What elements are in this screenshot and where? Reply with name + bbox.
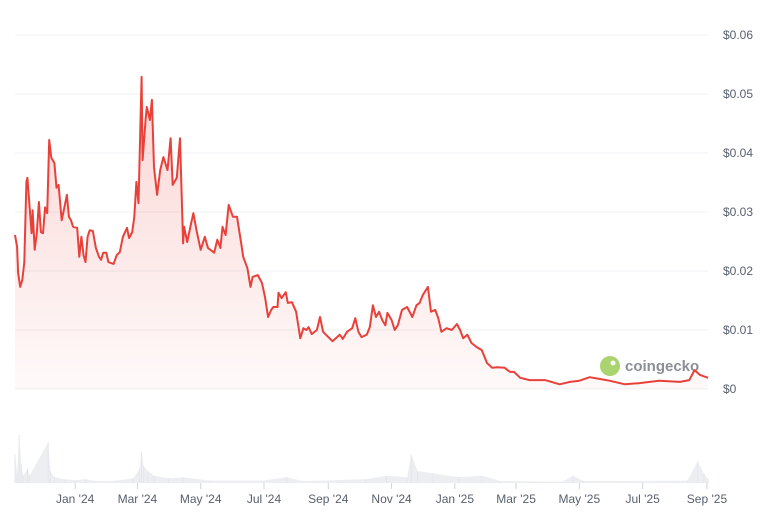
coingecko-logo-icon bbox=[600, 356, 620, 376]
x-tick-label: Jan '25 bbox=[436, 492, 475, 506]
x-tick-label: May '24 bbox=[180, 492, 222, 506]
x-axis: Jan '24 Mar '24 May '24 Jul '24 Sep '24 Nov '… bbox=[56, 483, 727, 506]
y-tick-label: $0.06 bbox=[723, 28, 753, 42]
y-tick-label: $0.03 bbox=[723, 205, 753, 219]
price-area-fill bbox=[15, 76, 708, 390]
volume-area bbox=[15, 435, 708, 483]
x-tick-label: Mar '25 bbox=[496, 492, 536, 506]
x-tick-label: Jul '24 bbox=[247, 492, 282, 506]
volume-series bbox=[14, 435, 709, 483]
y-tick-label: $0.04 bbox=[723, 146, 753, 160]
x-tick-label: Sep '25 bbox=[687, 492, 728, 506]
x-tick-label: Jul '25 bbox=[625, 492, 660, 506]
y-tick-label: $0 bbox=[723, 382, 737, 396]
y-tick-label: $0.01 bbox=[723, 323, 753, 337]
y-axis: $0.06 $0.05 $0.04 $0.03 $0.02 $0.01 $0 bbox=[723, 28, 753, 396]
x-tick-label: May '25 bbox=[559, 492, 601, 506]
x-tick-label: Sep '24 bbox=[308, 492, 349, 506]
y-tick-label: $0.02 bbox=[723, 264, 753, 278]
y-tick-label: $0.05 bbox=[723, 87, 753, 101]
x-tick-label: Jan '24 bbox=[56, 492, 95, 506]
watermark-text: coingecko bbox=[625, 358, 699, 375]
x-tick-label: Mar '24 bbox=[118, 492, 158, 506]
price-series bbox=[14, 75, 709, 390]
x-tick-label: Nov '24 bbox=[371, 492, 412, 506]
price-line bbox=[14, 75, 709, 386]
coingecko-watermark: coingecko bbox=[600, 356, 699, 376]
